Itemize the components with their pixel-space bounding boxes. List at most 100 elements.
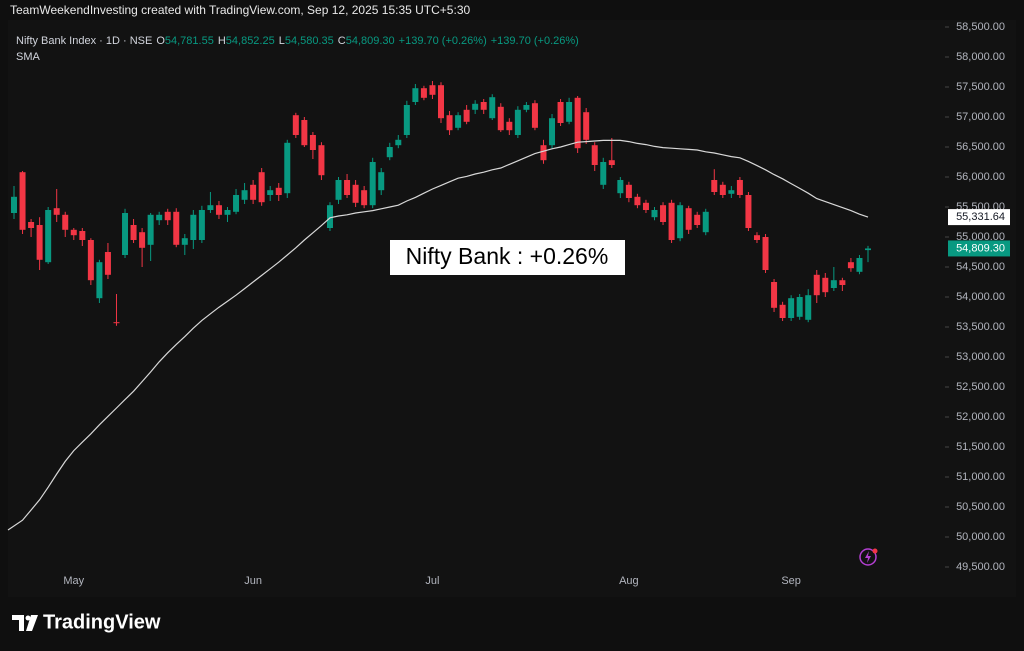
body	[173, 211, 180, 245]
logo	[12, 615, 38, 631]
body	[28, 222, 35, 228]
body	[574, 97, 581, 149]
body	[378, 172, 385, 191]
body	[642, 202, 649, 210]
y-tick-label: 54,500.00	[956, 261, 1005, 273]
body	[36, 225, 43, 260]
body	[403, 105, 410, 135]
body	[429, 85, 436, 95]
body	[779, 304, 786, 318]
body	[207, 205, 214, 210]
x-tick-label: Jun	[244, 575, 262, 587]
body	[856, 258, 863, 272]
body	[113, 322, 120, 324]
body	[326, 205, 333, 228]
body	[361, 190, 368, 206]
body	[190, 214, 197, 240]
body	[506, 121, 513, 131]
body	[386, 147, 393, 158]
body	[301, 120, 308, 146]
y-tick-label: 58,500.00	[956, 21, 1005, 33]
logo-text: TradingView	[43, 611, 161, 633]
body	[164, 211, 171, 221]
body	[104, 252, 111, 275]
body	[523, 105, 530, 110]
body	[813, 274, 820, 296]
sma-legend: SMA	[16, 51, 41, 63]
body	[753, 235, 760, 240]
body	[352, 184, 359, 203]
x-tick-label: Jul	[425, 575, 439, 587]
body	[762, 237, 769, 270]
body	[822, 277, 829, 293]
y-tick-label: 50,500.00	[956, 501, 1005, 513]
body	[70, 229, 77, 236]
change: +139.70 (+0.26%)	[399, 35, 487, 47]
body	[719, 184, 726, 195]
body	[514, 109, 521, 135]
body	[736, 180, 743, 195]
y-tick-label: 50,000.00	[956, 531, 1005, 543]
l-value: 54,580.35	[285, 35, 334, 47]
body	[651, 210, 658, 218]
y-tick-label: 56,000.00	[956, 171, 1005, 183]
body	[45, 210, 52, 263]
o-label: O	[156, 35, 165, 47]
body	[438, 85, 444, 119]
body	[771, 282, 778, 308]
body	[284, 142, 291, 194]
body	[540, 145, 547, 161]
chart-pane	[8, 20, 1016, 597]
l-label: L	[279, 35, 285, 47]
annotation-box	[390, 240, 625, 275]
h-value: 54,852.25	[226, 35, 275, 47]
body	[275, 187, 282, 195]
body	[130, 225, 137, 240]
body	[309, 135, 316, 150]
body	[728, 190, 735, 194]
sma-price-label: 55,331.64	[956, 211, 1005, 223]
body	[685, 208, 692, 230]
body	[600, 162, 607, 185]
body	[625, 184, 632, 198]
body	[847, 262, 854, 269]
body	[96, 262, 103, 299]
body	[147, 214, 154, 245]
body	[344, 180, 351, 195]
x-tick-label: Sep	[781, 575, 801, 587]
attribution: TeamWeekendInvesting created with Tradin…	[10, 3, 470, 17]
y-tick-label: 52,500.00	[956, 381, 1005, 393]
o-value: 54,781.55	[165, 35, 214, 47]
body	[677, 205, 684, 239]
body	[745, 195, 752, 228]
body	[267, 190, 274, 195]
body	[472, 103, 479, 110]
body	[420, 88, 427, 98]
x-tick-label: Aug	[619, 575, 639, 587]
body	[617, 180, 624, 194]
last-price-box	[948, 240, 1010, 257]
body	[660, 205, 667, 222]
body	[446, 115, 453, 131]
body	[181, 238, 188, 245]
x-tick-label: May	[63, 575, 84, 587]
body	[489, 97, 496, 119]
h-label: H	[218, 35, 226, 47]
sma-line	[7, 139, 869, 531]
c-label: C	[338, 35, 346, 47]
sma-price-box	[948, 209, 1010, 226]
body	[79, 231, 86, 240]
body	[497, 106, 504, 131]
c-value: 54,809.30	[346, 35, 395, 47]
body	[839, 280, 846, 285]
body	[62, 214, 69, 230]
legend: Nifty Bank Index · 1D · NSE O54,781.55 H54…	[16, 35, 579, 47]
body	[566, 102, 573, 122]
change: +139.70 (+0.26%)	[491, 35, 579, 47]
body	[711, 180, 718, 192]
body	[549, 118, 556, 146]
y-tick-label: 58,000.00	[956, 51, 1005, 63]
body	[865, 248, 871, 251]
body	[258, 172, 265, 203]
